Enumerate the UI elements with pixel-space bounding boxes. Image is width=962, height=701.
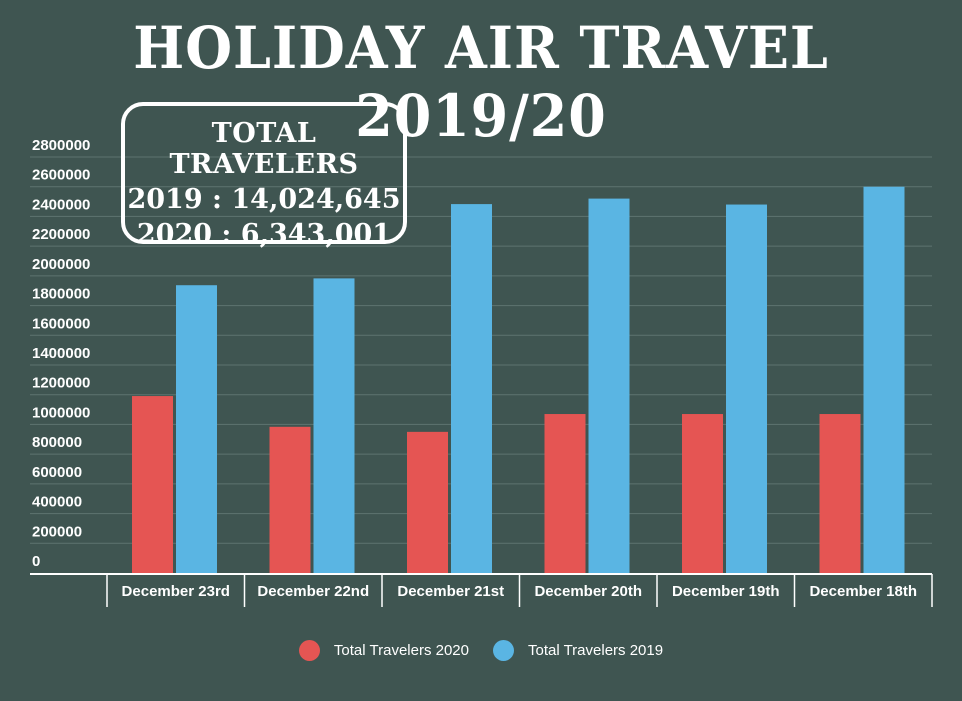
y-tick-label: 2800000 bbox=[32, 137, 90, 154]
x-tick-label: December 19th bbox=[672, 583, 780, 600]
bar-2019 bbox=[313, 278, 355, 573]
y-tick-label: 400000 bbox=[32, 494, 82, 511]
y-tick-label: 800000 bbox=[32, 434, 82, 451]
y-tick-label: 600000 bbox=[32, 464, 82, 481]
y-tick-label: 1000000 bbox=[32, 404, 90, 421]
bar-2020 bbox=[544, 414, 586, 573]
chart-legend: Total Travelers 2020 Total Travelers 201… bbox=[0, 640, 962, 661]
y-tick-label: 1600000 bbox=[32, 315, 90, 332]
bar-2019 bbox=[451, 204, 492, 573]
page-title: HOLIDAY AIR TRAVEL 2019/20 bbox=[133, 14, 829, 150]
bar-2020 bbox=[407, 431, 448, 573]
x-tick-label: December 20th bbox=[534, 583, 642, 600]
legend-item-2020: Total Travelers 2020 bbox=[298, 640, 469, 661]
y-tick-label: 2200000 bbox=[32, 226, 90, 243]
bar-2020 bbox=[132, 396, 173, 573]
bar-2020 bbox=[819, 414, 861, 573]
y-tick-label: 2400000 bbox=[32, 196, 90, 213]
bar-2019 bbox=[176, 285, 217, 573]
y-tick-label: 0 bbox=[32, 553, 40, 570]
y-tick-label: 2000000 bbox=[32, 256, 90, 273]
y-tick-label: 200000 bbox=[32, 523, 82, 540]
y-axis-ticks: 0 200000 400000 600000 800000 1000000 1200000 1… bbox=[32, 137, 90, 570]
x-tick-label: December 18th bbox=[809, 583, 917, 600]
summary-2019-total: 2019 : 14,024,645 bbox=[127, 184, 401, 215]
x-tick-label: December 22nd bbox=[257, 583, 369, 600]
bar-2019 bbox=[863, 186, 905, 573]
x-tick-label: December 21st bbox=[397, 583, 504, 600]
legend-marker-2019 bbox=[493, 640, 514, 661]
bars bbox=[132, 186, 905, 574]
legend-marker-2020 bbox=[298, 640, 320, 661]
y-tick-label: 1200000 bbox=[32, 375, 90, 392]
x-axis: December 23rd December 22nd December 21st D… bbox=[30, 573, 933, 607]
bar-2019 bbox=[726, 204, 767, 574]
total-travelers-box: TOTAL TRAVELERS 2019 : 14,024,645 2020 :… bbox=[121, 102, 407, 250]
legend-label-2020: Total Travelers 2020 bbox=[333, 642, 469, 659]
legend-label-2019: Total Travelers 2019 bbox=[528, 642, 664, 659]
summary-2020-total: 2020 : 6,343,001 bbox=[136, 219, 392, 250]
x-tick-label: December 23rd bbox=[122, 583, 230, 600]
y-tick-label: 1800000 bbox=[32, 286, 90, 303]
legend-item-2019: Total Travelers 2019 bbox=[493, 640, 663, 661]
bar-2020 bbox=[269, 426, 311, 573]
bar-2019 bbox=[588, 198, 630, 573]
bar-2020 bbox=[682, 414, 723, 573]
summary-heading: TOTAL TRAVELERS bbox=[169, 118, 359, 180]
y-tick-label: 2600000 bbox=[32, 167, 90, 184]
y-tick-label: 1400000 bbox=[32, 345, 90, 362]
